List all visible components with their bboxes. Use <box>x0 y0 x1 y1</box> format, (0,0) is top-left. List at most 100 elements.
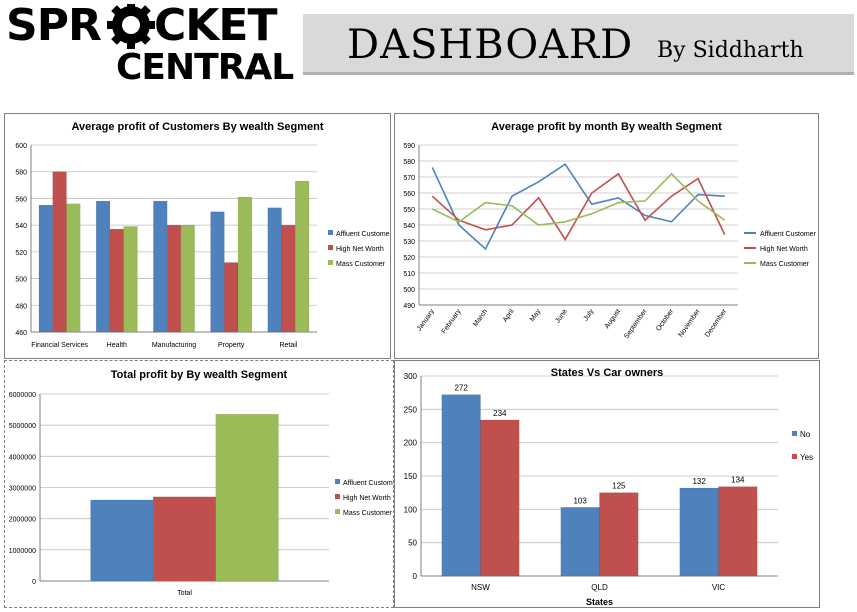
data-label: 132 <box>692 477 706 486</box>
y-tick-label: 300 <box>404 372 418 381</box>
data-label: 103 <box>573 496 587 505</box>
x-tick-label: December <box>704 308 729 339</box>
y-tick-label: 570 <box>403 175 415 182</box>
legend-swatch <box>792 431 797 436</box>
sprocket-central-logo: SPR CKET CENTRAL <box>4 0 296 88</box>
y-tick-label: 2000000 <box>9 517 36 524</box>
legend-entry: Affluent Customer <box>343 480 393 487</box>
bar <box>237 196 253 333</box>
bar <box>679 487 719 577</box>
legend-entry: Mass Customer <box>760 261 810 268</box>
chart-title: Average profit of Customers By wealth Se… <box>71 121 324 133</box>
bar <box>210 211 225 333</box>
x-tick-label: Property <box>218 342 245 349</box>
y-tick-label: 590 <box>403 143 415 150</box>
x-tick-label: Manufacturing <box>152 342 196 349</box>
y-tick-label: 540 <box>403 223 415 230</box>
bar <box>95 200 111 333</box>
y-tick-label: 500 <box>403 287 415 294</box>
legend-entry: High Net Worth <box>343 495 391 502</box>
x-tick-label: April <box>502 308 516 324</box>
y-tick-label: 5000000 <box>9 423 36 430</box>
y-tick-label: 3000000 <box>9 486 36 493</box>
data-label: 234 <box>493 409 507 418</box>
bar <box>295 180 310 333</box>
y-tick-label: 500 <box>15 277 27 284</box>
y-tick-label: 1000000 <box>9 548 36 555</box>
x-tick-label: October <box>655 308 675 333</box>
data-label: 125 <box>612 482 626 491</box>
bar <box>215 414 279 582</box>
legend-entry: Affluent Customer <box>336 231 390 238</box>
y-tick-label: 520 <box>403 255 415 262</box>
bar <box>152 496 217 582</box>
bar <box>718 486 758 577</box>
y-tick-label: 6000000 <box>9 392 36 399</box>
chart-total-profit-by-segment: Total profit by By wealth Segment 0 10000… <box>4 360 400 608</box>
x-tick-label: Financial Services <box>31 342 88 349</box>
legend-entry: Mass Customer <box>343 510 393 517</box>
data-label: 134 <box>731 476 745 485</box>
y-tick-label: 580 <box>403 159 415 166</box>
data-label: 272 <box>454 384 468 393</box>
y-tick-label: 550 <box>403 207 415 214</box>
x-axis-title: States <box>586 597 613 607</box>
logo-text-spr: SPR <box>6 4 101 51</box>
bar <box>52 171 67 333</box>
legend-entry: No <box>800 430 811 439</box>
bar <box>38 204 53 333</box>
logo-text-central: CENTRAL <box>116 47 293 82</box>
y-tick-label: 510 <box>403 271 415 278</box>
x-tick-label: February <box>441 308 463 335</box>
dashboard-byline: By Siddharth <box>657 38 804 63</box>
x-tick-label: March <box>472 308 489 328</box>
chart-avg-profit-by-month: Average profit by month By wealth Segmen… <box>394 113 819 359</box>
x-tick-label: Retail <box>279 342 297 349</box>
y-tick-label: 50 <box>408 539 417 548</box>
x-tick-label: July <box>583 308 596 323</box>
legend-swatch <box>328 245 333 250</box>
chart-title: States Vs Car owners <box>550 367 664 379</box>
legend-entry: Mass Customer <box>336 261 386 268</box>
x-tick-label: VIC <box>712 583 726 592</box>
y-tick-label: 540 <box>15 223 27 230</box>
y-tick-label: 480 <box>15 303 27 310</box>
y-tick-label: 0 <box>413 572 418 581</box>
x-tick-label: May <box>529 308 543 323</box>
bar <box>441 394 481 577</box>
chart-title: Total profit by By wealth Segment <box>110 369 288 381</box>
y-tick-label: 250 <box>404 405 418 414</box>
bar <box>480 419 520 577</box>
bar <box>153 200 168 333</box>
series-line <box>431 163 725 251</box>
y-tick-label: 460 <box>15 330 27 337</box>
x-tick-label: Health <box>107 342 127 349</box>
x-tick-label: January <box>416 308 436 333</box>
bar <box>599 492 639 577</box>
x-tick-label: June <box>554 308 569 325</box>
y-tick-label: 150 <box>404 472 418 481</box>
x-tick-label: November <box>678 308 703 339</box>
chart-states-vs-car-owners: States Vs Car owners 0 50 100 150 200 250 300 2… <box>394 360 820 608</box>
y-tick-label: 520 <box>15 250 27 257</box>
x-tick-label: September <box>623 308 649 341</box>
legend-swatch <box>792 454 797 459</box>
bar <box>123 226 138 333</box>
bar <box>560 507 600 577</box>
x-tick-label: Total <box>177 590 192 597</box>
bar <box>109 228 124 333</box>
legend-entry: Affluent Customer <box>760 231 817 238</box>
bar <box>267 207 282 333</box>
logo-text-cket: CKET <box>154 4 277 51</box>
y-tick-label: 580 <box>15 170 27 177</box>
bar <box>90 499 154 582</box>
y-tick-label: 560 <box>15 196 27 203</box>
legend-swatch <box>328 260 333 265</box>
y-tick-label: 4000000 <box>9 454 36 461</box>
series-line <box>431 172 726 241</box>
x-tick-label: QLD <box>591 583 608 592</box>
chart-title: Average profit by month By wealth Segmen… <box>491 121 722 133</box>
bar <box>224 262 239 333</box>
legend-swatch <box>335 494 340 499</box>
dashboard-banner: DASHBOARD By Siddharth <box>303 14 854 75</box>
